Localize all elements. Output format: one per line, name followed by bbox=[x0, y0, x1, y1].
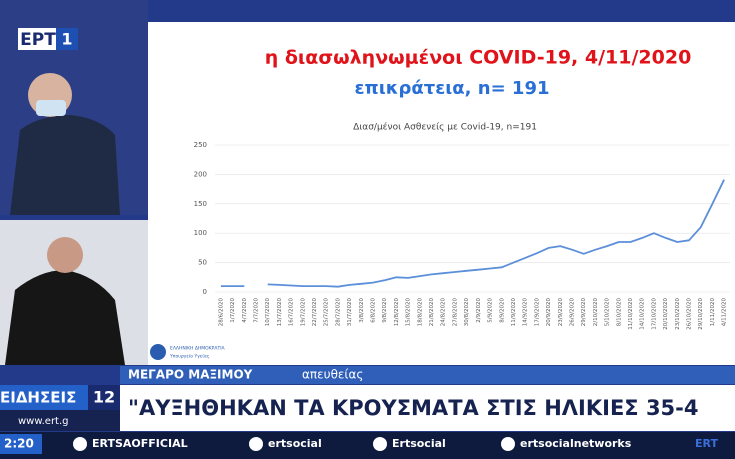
facebook-icon bbox=[73, 437, 87, 451]
ministry-line1: ΕΛΛΗΝΙΚΗ ΔΗΜΟΚΡΑΤΙΑ bbox=[170, 346, 226, 352]
x-tick-label: 14/10/2020 bbox=[640, 298, 646, 330]
x-tick-label: 23/9/2020 bbox=[558, 298, 564, 327]
x-tick-label: 20/9/2020 bbox=[546, 298, 552, 327]
x-tick-label: 10/7/2020 bbox=[265, 298, 271, 327]
headline: "ΑΥΞΗΘΗΚΑΝ ΤΑ ΚΡΟΥΣΜΑΤΑ ΣΤΙΣ ΗΛΙΚΙΕΣ 35-… bbox=[128, 396, 699, 420]
channel-logo-box bbox=[18, 28, 58, 50]
youtube-icon bbox=[501, 437, 515, 451]
x-tick-label: 6/8/2020 bbox=[371, 298, 377, 323]
x-tick-label: 29/10/2020 bbox=[698, 298, 704, 330]
x-tick-label: 26/9/2020 bbox=[569, 298, 575, 327]
x-tick-label: 2/9/2020 bbox=[476, 298, 482, 323]
twitter-icon bbox=[373, 437, 387, 451]
x-tick-label: 30/8/2020 bbox=[464, 298, 470, 327]
x-tick-label: 11/10/2020 bbox=[628, 298, 634, 330]
x-tick-label: 3/8/2020 bbox=[359, 298, 365, 323]
channel-number-box bbox=[56, 28, 78, 50]
social-handle: ertsocial bbox=[268, 437, 322, 450]
show-box bbox=[0, 385, 88, 410]
x-tick-label: 18/8/2020 bbox=[417, 298, 423, 327]
social-handle: ERTSAOFFICIAL bbox=[92, 437, 188, 450]
headline-bar bbox=[120, 385, 735, 431]
x-tick-label: 24/8/2020 bbox=[441, 298, 447, 327]
x-tick-label: 13/7/2020 bbox=[277, 298, 283, 327]
chart-title: Διασ/μένοι Ασθενείς με Covid-19, n=191 bbox=[353, 122, 537, 133]
channel-number: 1 bbox=[61, 30, 72, 49]
x-tick-label: 2/10/2020 bbox=[593, 298, 599, 327]
ministry-emblem bbox=[150, 344, 166, 360]
x-tick-label: 1/7/2020 bbox=[230, 298, 236, 323]
x-tick-label: 16/7/2020 bbox=[289, 298, 295, 327]
show-name: ΕΙΔΗΣΕΙΣ bbox=[0, 389, 76, 407]
x-tick-label: 31/7/2020 bbox=[347, 298, 353, 327]
y-tick-label: 150 bbox=[194, 200, 207, 208]
slide-title: η διασωληνωμένοι COVID-19, 4/11/2020 bbox=[265, 47, 692, 69]
x-tick-label: 28/7/2020 bbox=[335, 298, 341, 327]
interpreter-body bbox=[5, 270, 125, 365]
y-tick-label: 0 bbox=[203, 288, 207, 296]
x-tick-label: 8/10/2020 bbox=[616, 298, 622, 327]
show-number: 12 bbox=[93, 388, 115, 407]
x-tick-label: 26/10/2020 bbox=[687, 298, 693, 330]
data-line bbox=[220, 179, 725, 288]
social-handle: ertsocialnetworks bbox=[520, 437, 632, 450]
instagram-icon bbox=[249, 437, 263, 451]
presenter-suit bbox=[10, 115, 120, 215]
social-bar bbox=[0, 432, 735, 459]
x-tick-label: 12/8/2020 bbox=[394, 298, 400, 327]
website-box bbox=[0, 410, 120, 431]
x-tick-label: 4/11/2020 bbox=[722, 298, 728, 327]
x-tick-label: 27/8/2020 bbox=[452, 298, 458, 327]
x-tick-label: 14/9/2020 bbox=[523, 298, 529, 327]
x-tick-label: 22/7/2020 bbox=[312, 298, 318, 327]
location-bar bbox=[120, 366, 735, 384]
channel-logo: ΕΡΤ bbox=[20, 30, 56, 50]
y-tick-label: 250 bbox=[194, 141, 207, 149]
interpreter-head bbox=[47, 237, 83, 273]
x-tick-label: 7/7/2020 bbox=[253, 298, 259, 323]
x-tick-label: 17/9/2020 bbox=[534, 298, 540, 327]
x-tick-label: 9/8/2020 bbox=[382, 298, 388, 323]
x-tick-label: 28/6/2020 bbox=[218, 298, 224, 327]
ministry-line2: Υπουργείο Υγείας bbox=[169, 353, 210, 360]
x-tick-label: 5/9/2020 bbox=[488, 298, 494, 323]
x-tick-label: 25/7/2020 bbox=[324, 298, 330, 327]
x-tick-label: 5/10/2020 bbox=[605, 298, 611, 327]
x-tick-label: 21/8/2020 bbox=[429, 298, 435, 327]
x-tick-label: 4/7/2020 bbox=[242, 298, 248, 323]
presenter-mask bbox=[36, 100, 66, 116]
social-handle: Ertsocial bbox=[392, 437, 446, 450]
live-label: απευθείας bbox=[302, 368, 363, 382]
x-tick-label: 8/9/2020 bbox=[499, 298, 505, 323]
clock: 2:20 bbox=[4, 437, 34, 451]
x-tick-label: 15/8/2020 bbox=[406, 298, 412, 327]
x-tick-label: 29/9/2020 bbox=[581, 298, 587, 327]
y-tick-label: 200 bbox=[194, 170, 207, 178]
slide-subtitle: επικράτεια, n= 191 bbox=[354, 78, 549, 99]
clock-box bbox=[0, 434, 42, 454]
location: ΜΕΓΑΡΟ ΜΑΞΙΜΟΥ bbox=[128, 368, 253, 382]
y-tick-label: 100 bbox=[194, 229, 207, 237]
website: www.ert.g bbox=[18, 416, 69, 427]
x-tick-label: 20/10/2020 bbox=[663, 298, 669, 330]
show-number-box bbox=[88, 385, 120, 410]
x-tick-label: 19/7/2020 bbox=[300, 298, 306, 327]
corner-logo: ERT bbox=[695, 437, 718, 450]
x-tick-label: 1/11/2020 bbox=[710, 298, 716, 327]
x-tick-label: 17/10/2020 bbox=[651, 298, 657, 330]
x-tick-label: 23/10/2020 bbox=[675, 298, 681, 330]
y-tick-label: 50 bbox=[198, 259, 207, 267]
slide bbox=[148, 22, 735, 365]
x-tick-label: 11/9/2020 bbox=[511, 298, 517, 327]
